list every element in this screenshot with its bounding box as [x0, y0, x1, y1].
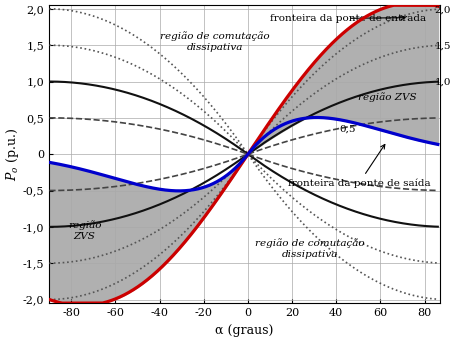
Text: fronteira da ponte de entrada: fronteira da ponte de entrada — [269, 14, 425, 23]
Text: 1,5: 1,5 — [434, 41, 450, 50]
Text: região de comutação
dissipativa: região de comutação dissipativa — [254, 239, 364, 259]
Text: região ZVS: região ZVS — [357, 93, 415, 102]
Text: 0,5: 0,5 — [339, 124, 355, 134]
X-axis label: α (graus): α (graus) — [215, 324, 273, 337]
Text: região
ZVS: região ZVS — [68, 220, 101, 241]
Text: 1,0: 1,0 — [434, 77, 450, 87]
Text: fronteira da ponte de saída: fronteira da ponte de saída — [287, 145, 430, 188]
Text: região de comutação
dissipativa: região de comutação dissipativa — [160, 31, 269, 52]
Y-axis label: $P_o$ (p.u.): $P_o$ (p.u.) — [5, 128, 21, 181]
Text: 2,0: 2,0 — [434, 5, 450, 14]
